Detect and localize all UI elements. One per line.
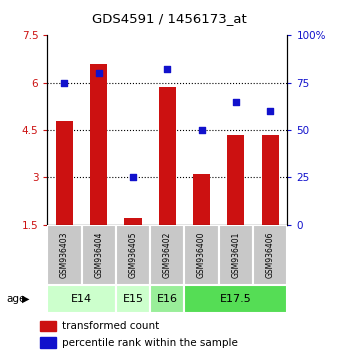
Bar — [40, 321, 56, 331]
Bar — [47, 225, 81, 285]
Bar — [124, 218, 142, 225]
Bar — [150, 225, 185, 285]
Bar — [193, 174, 210, 225]
Bar — [116, 285, 150, 313]
Text: GSM936403: GSM936403 — [60, 232, 69, 279]
Bar — [81, 225, 116, 285]
Bar — [219, 225, 253, 285]
Text: GSM936400: GSM936400 — [197, 232, 206, 279]
Bar — [185, 285, 287, 313]
Point — [233, 99, 239, 104]
Text: E16: E16 — [157, 294, 178, 304]
Text: transformed count: transformed count — [62, 321, 159, 331]
Point — [165, 67, 170, 72]
Text: GSM936405: GSM936405 — [128, 232, 138, 279]
Bar — [227, 135, 244, 225]
Bar — [253, 225, 287, 285]
Bar — [47, 285, 116, 313]
Text: percentile rank within the sample: percentile rank within the sample — [62, 338, 238, 348]
Bar — [90, 64, 107, 225]
Bar — [40, 337, 56, 348]
Bar — [56, 121, 73, 225]
Bar — [150, 285, 185, 313]
Text: GSM936404: GSM936404 — [94, 232, 103, 279]
Bar — [262, 135, 279, 225]
Text: GSM936402: GSM936402 — [163, 232, 172, 279]
Point — [96, 70, 101, 76]
Text: E15: E15 — [123, 294, 144, 304]
Bar — [116, 225, 150, 285]
Point — [130, 175, 136, 180]
Point — [62, 80, 67, 86]
Text: E17.5: E17.5 — [220, 294, 252, 304]
Text: GSM936401: GSM936401 — [232, 232, 240, 279]
Point — [267, 108, 273, 114]
Text: GDS4591 / 1456173_at: GDS4591 / 1456173_at — [92, 12, 246, 25]
Point — [199, 127, 204, 133]
Bar — [185, 225, 219, 285]
Text: age: age — [7, 294, 26, 304]
Text: E14: E14 — [71, 294, 92, 304]
Text: GSM936406: GSM936406 — [266, 232, 275, 279]
Text: ▶: ▶ — [22, 294, 29, 304]
Bar — [159, 87, 176, 225]
